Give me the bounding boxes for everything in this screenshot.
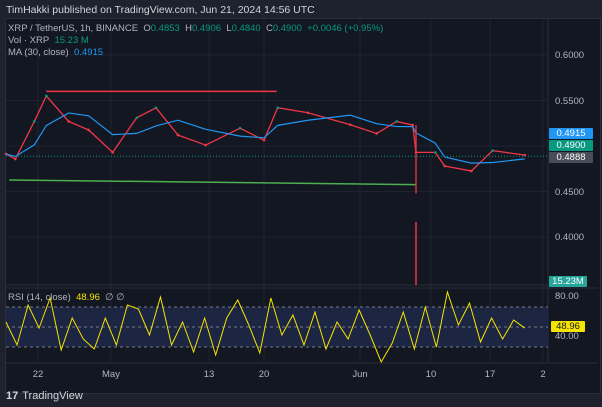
last-price-tag: 0.4888 bbox=[549, 152, 593, 163]
low-label: L bbox=[226, 23, 232, 34]
price-tick: 0.5500 bbox=[555, 96, 585, 107]
price-point bbox=[306, 111, 310, 115]
price-point bbox=[135, 116, 138, 120]
price-point bbox=[45, 94, 48, 98]
price-line bbox=[5, 94, 525, 172]
price-point bbox=[411, 123, 414, 127]
time-tick: 17 bbox=[484, 369, 496, 380]
change-value: +0.0046 (+0.95%) bbox=[307, 23, 384, 34]
rsi-value: 48.96 bbox=[76, 292, 100, 303]
rsi-tick: 80.00 bbox=[555, 291, 579, 302]
volume-label[interactable]: Vol · XRP bbox=[8, 35, 50, 46]
rsi-label[interactable]: RSI (14, close) bbox=[8, 292, 71, 303]
volume-legend: Vol · XRP 15.23 M bbox=[8, 35, 89, 46]
rsi-line bbox=[5, 290, 525, 364]
price-point bbox=[111, 151, 114, 154]
price-point bbox=[375, 132, 378, 135]
price-point bbox=[33, 120, 36, 123]
price-point bbox=[204, 143, 207, 147]
symbol-legend: XRP / TetherUS, 1h, BINANCE O0.4853 H0.4… bbox=[8, 23, 383, 34]
ma-legend: MA (30, close) 0.4915 bbox=[8, 47, 103, 58]
price-point bbox=[262, 138, 266, 142]
tradingview-logo[interactable]: 17 TradingView bbox=[6, 390, 83, 402]
price-point bbox=[14, 157, 17, 161]
price-point bbox=[349, 123, 352, 127]
volume-tag: 15.23M bbox=[549, 276, 587, 287]
low-value: 0.4840 bbox=[231, 23, 261, 34]
time-tick: 10 bbox=[425, 369, 437, 380]
price-point bbox=[67, 120, 70, 123]
ma-line bbox=[5, 112, 525, 164]
ma-value: 0.4915 bbox=[74, 47, 104, 58]
rsi-tick: 40.00 bbox=[555, 331, 579, 342]
close-price-tag: 0.4900 bbox=[549, 140, 593, 151]
price-tick: 0.4000 bbox=[555, 232, 585, 243]
publisher-line: TimHakki published on TradingView.com, J… bbox=[6, 4, 315, 16]
rsi-tag: 48.96 bbox=[551, 321, 585, 332]
price-point bbox=[395, 120, 398, 123]
volume-value: 15.23 M bbox=[54, 35, 89, 46]
high-value: 0.4906 bbox=[191, 23, 222, 34]
close-label: C bbox=[265, 23, 273, 34]
price-tick: 0.6000 bbox=[555, 50, 585, 61]
price-point bbox=[87, 128, 90, 132]
price-point bbox=[154, 106, 158, 110]
rsi-extra: ∅ ∅ bbox=[105, 292, 125, 303]
time-tick: 13 bbox=[203, 369, 215, 380]
price-point bbox=[434, 151, 437, 154]
price-point bbox=[276, 106, 279, 110]
rsi-legend: RSI (14, close) 48.96 ∅ ∅ bbox=[8, 292, 124, 303]
ma-label[interactable]: MA (30, close) bbox=[8, 47, 69, 58]
ma-price-tag: 0.4915 bbox=[549, 128, 593, 139]
open-label: O bbox=[143, 23, 151, 34]
support-trendline bbox=[9, 179, 417, 186]
price-point bbox=[176, 133, 180, 137]
price-point bbox=[470, 169, 473, 173]
open-value: 0.4853 bbox=[150, 23, 180, 34]
time-tick: Jun bbox=[352, 369, 368, 380]
time-tick: 2 bbox=[540, 369, 546, 380]
tradingview-logo-icon: 17 bbox=[6, 390, 19, 402]
time-tick: 20 bbox=[258, 369, 270, 380]
price-tick: 0.4500 bbox=[555, 187, 585, 198]
time-tick: 22 bbox=[32, 369, 44, 380]
symbol-name[interactable]: XRP / TetherUS, 1h, BINANCE bbox=[8, 23, 139, 34]
time-tick: May bbox=[102, 369, 120, 380]
price-point bbox=[443, 164, 446, 168]
close-value: 0.4900 bbox=[272, 23, 302, 34]
price-point bbox=[238, 126, 242, 130]
high-label: H bbox=[185, 23, 192, 34]
price-point bbox=[491, 149, 494, 152]
brand-name: TradingView bbox=[22, 390, 83, 402]
